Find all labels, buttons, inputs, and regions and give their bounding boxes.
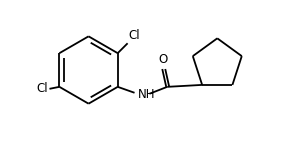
Text: O: O: [159, 53, 168, 66]
Text: Cl: Cl: [128, 29, 140, 42]
Text: Cl: Cl: [36, 82, 48, 95]
Text: NH: NH: [137, 88, 155, 101]
